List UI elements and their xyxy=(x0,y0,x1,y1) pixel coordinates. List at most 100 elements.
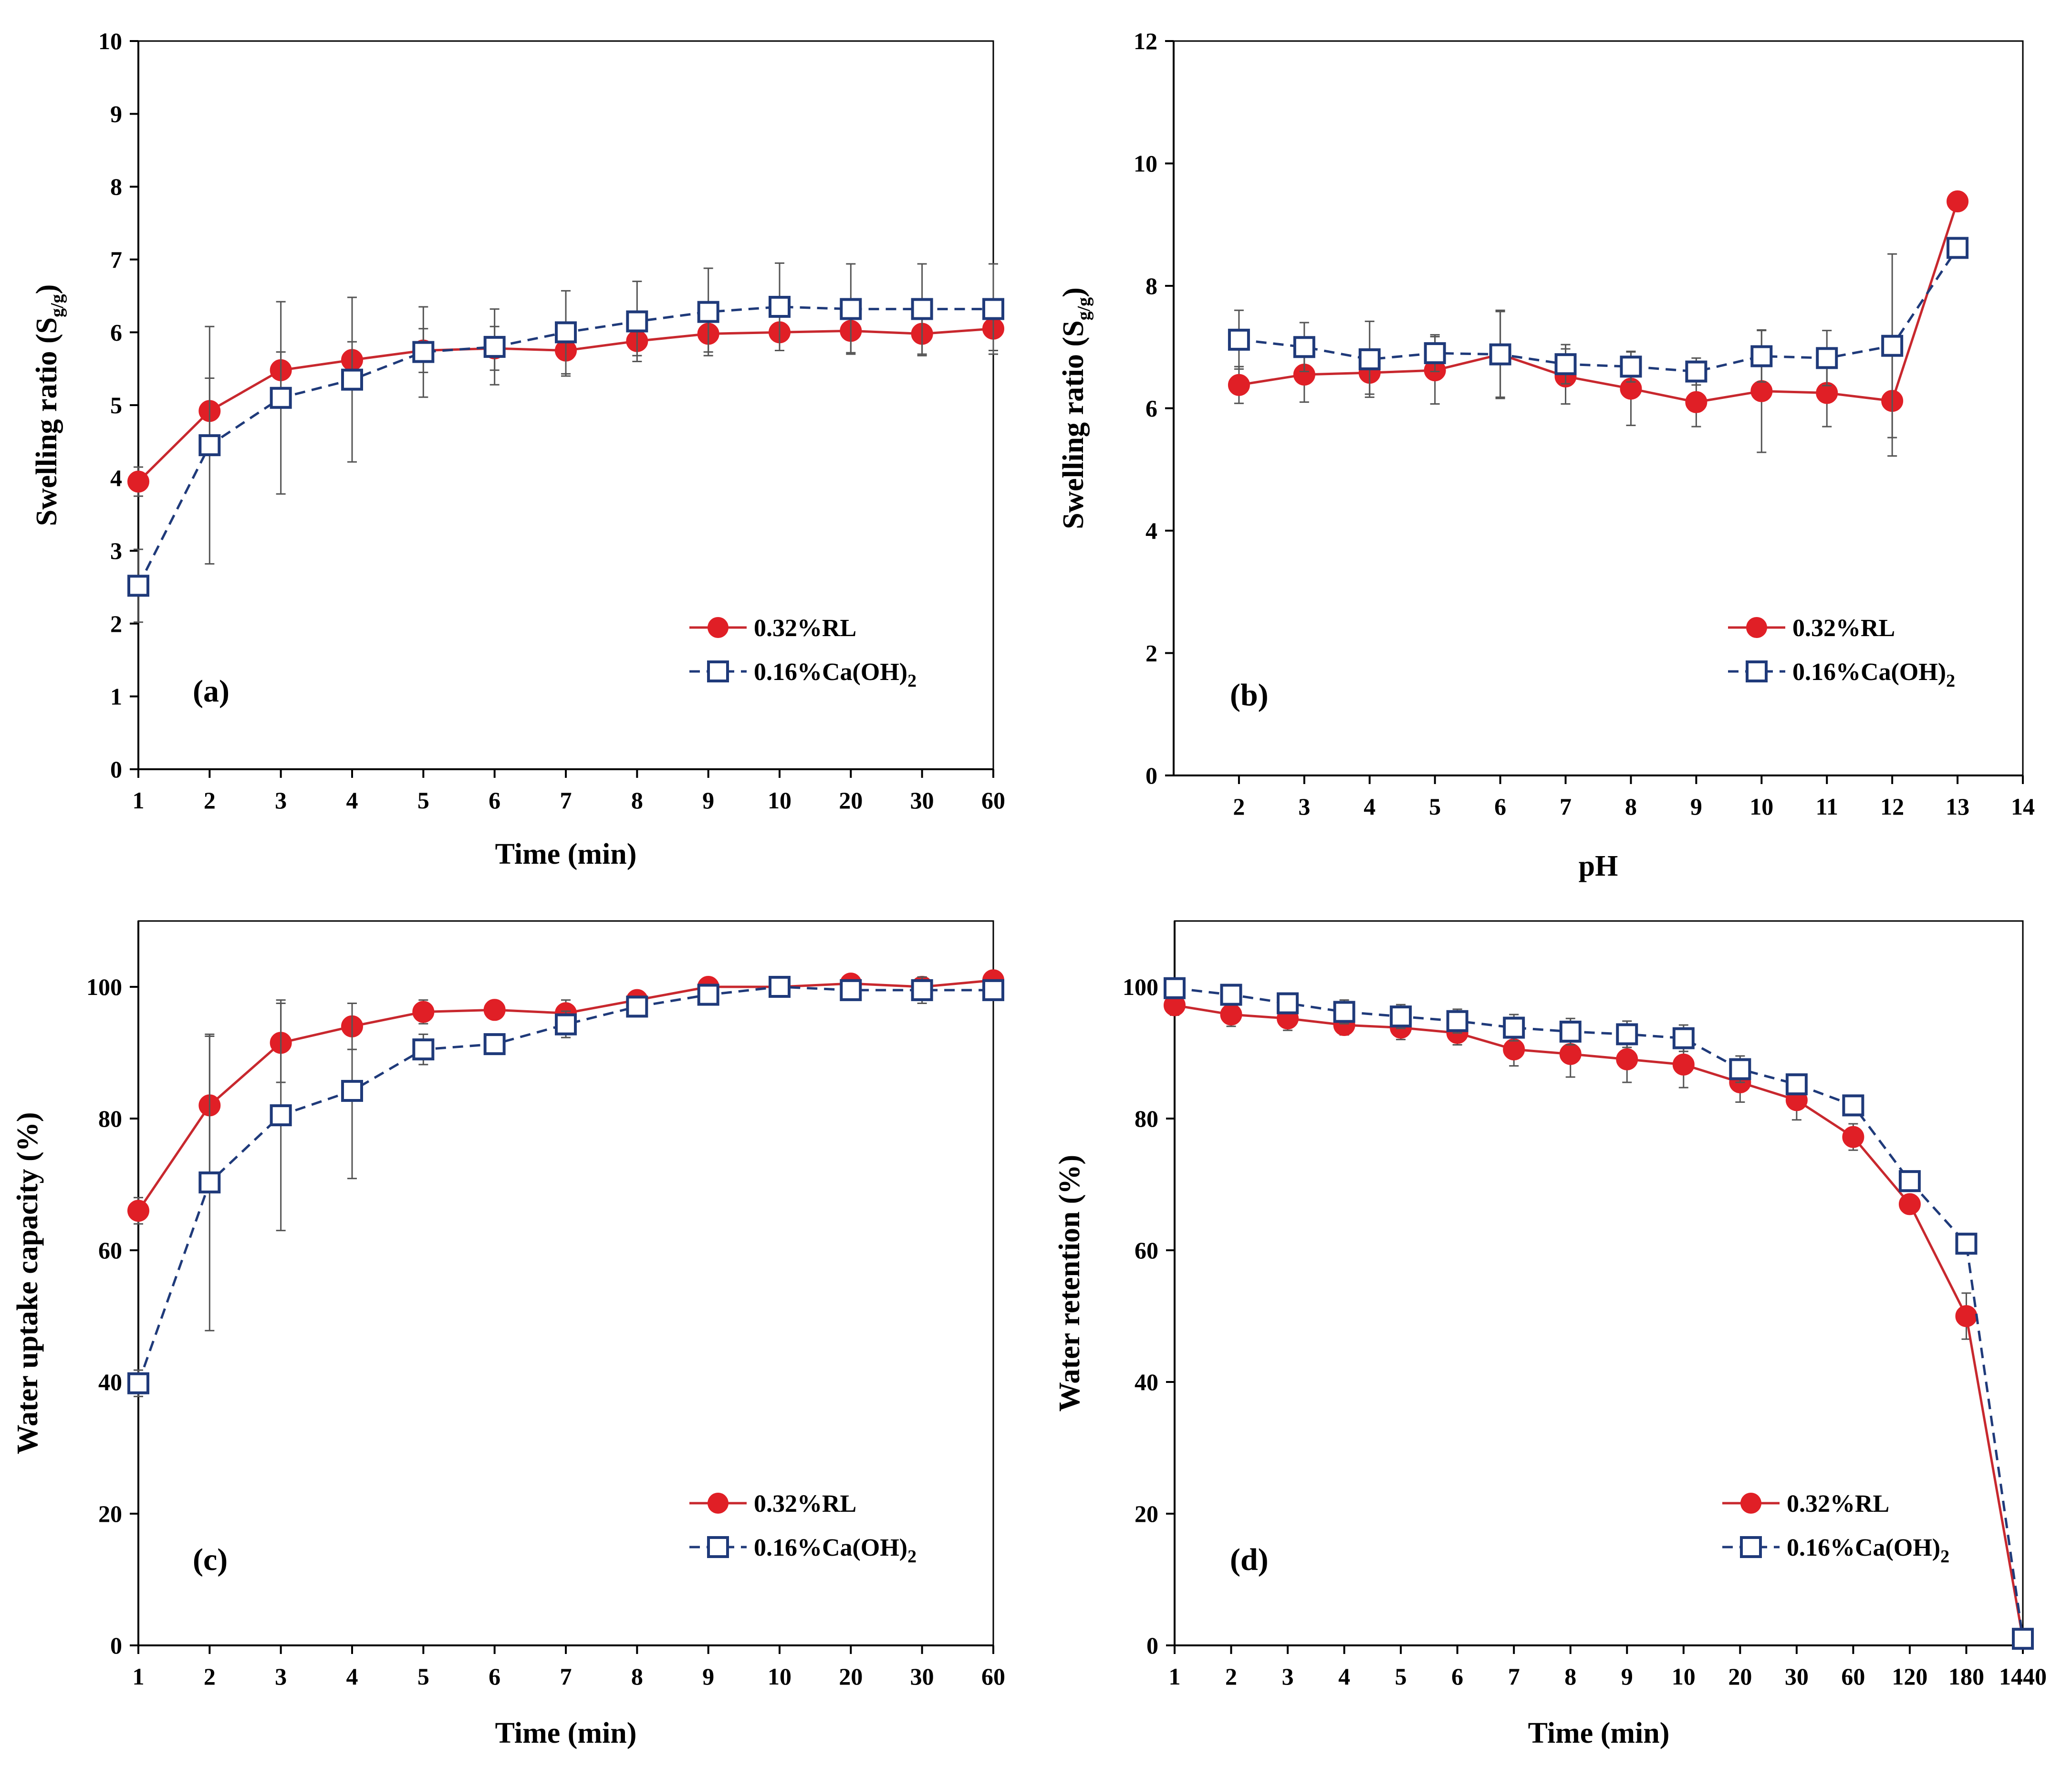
x-tick-label: 9 xyxy=(702,787,714,814)
rl-data-point xyxy=(1672,1053,1695,1076)
x-tick-label: 180 xyxy=(1948,1663,1984,1690)
ca-data-point xyxy=(911,979,933,1001)
ca-data-point xyxy=(1955,1233,1978,1255)
x-axis-title: Time (min) xyxy=(495,838,637,870)
x-tick-label: 13 xyxy=(1946,793,1969,820)
ca-data-point xyxy=(1616,1023,1638,1046)
ca-data-point xyxy=(341,368,363,391)
rl-data-point xyxy=(1842,1126,1864,1148)
x-tick-label: 120 xyxy=(1892,1663,1927,1690)
ca-data-point xyxy=(198,434,221,456)
legend-rl-marker xyxy=(708,617,729,638)
ca-data-point xyxy=(1554,353,1577,376)
legend-rl-label-main: 0.32%RL xyxy=(1792,615,1895,642)
y-tick-label: 7 xyxy=(110,246,122,273)
x-tick-label: 4 xyxy=(1338,1663,1350,1690)
y-tick-label: 60 xyxy=(98,1237,122,1264)
x-tick-label: 1 xyxy=(133,1663,145,1690)
x-tick-label: 14 xyxy=(2011,793,2035,820)
legend-ca-marker xyxy=(707,1536,729,1558)
y-axis-title-subscript: g/g xyxy=(47,294,67,317)
y-tick-label: 6 xyxy=(1145,395,1157,422)
y-tick-label: 20 xyxy=(98,1500,122,1527)
x-tick-label: 5 xyxy=(417,1663,429,1690)
y-tick-label: 1 xyxy=(110,683,122,710)
x-tick-label: 20 xyxy=(1728,1663,1752,1690)
panel-label: (a) xyxy=(193,674,229,709)
x-tick-label: 60 xyxy=(1841,1663,1865,1690)
ca-data-point xyxy=(982,298,1004,320)
x-tick-label: 30 xyxy=(1785,1663,1809,1690)
y-tick-label: 60 xyxy=(1135,1237,1158,1264)
x-tick-label: 3 xyxy=(1298,793,1310,820)
legend-ca-label-subscript: 2 xyxy=(1940,1547,1949,1567)
ca-data-point xyxy=(412,1038,435,1061)
x-tick-label: 7 xyxy=(560,787,572,814)
y-tick-label: 8 xyxy=(1145,272,1157,299)
ca-data-point xyxy=(1503,1016,1525,1039)
legend-ca-marker xyxy=(707,660,729,682)
ca-data-point xyxy=(626,310,648,333)
x-axis-title: Time (min) xyxy=(495,1717,637,1749)
y-tick-label: 80 xyxy=(1135,1105,1158,1132)
panel-label: (c) xyxy=(193,1542,228,1577)
rl-series-line xyxy=(1174,1004,2024,1639)
y-axis-title-main: Swelling ratio (S xyxy=(31,317,63,526)
ca-series-line xyxy=(137,985,993,1384)
x-tick-label: 4 xyxy=(1364,793,1375,820)
x-tick-label: 6 xyxy=(1494,793,1506,820)
x-tick-label: 8 xyxy=(631,1663,643,1690)
rl-data-point xyxy=(1559,1043,1582,1065)
rl-data-point xyxy=(1228,374,1250,396)
legend-ca-label-main: 0.16%Ca(OH) xyxy=(1787,1534,1940,1561)
ca-data-point xyxy=(341,1080,363,1102)
x-tick-label: 1 xyxy=(1169,1663,1181,1690)
legend-ca-label-subscript: 2 xyxy=(907,671,916,691)
x-tick-label: 5 xyxy=(417,787,429,814)
x-tick-label: 3 xyxy=(275,1663,287,1690)
legend-ca-label: 0.16%Ca(OH)2 xyxy=(1792,659,1955,691)
x-tick-label: 60 xyxy=(981,787,1005,814)
y-axis-title: Water retention (%) xyxy=(1053,1155,1086,1412)
ca-data-point xyxy=(1729,1058,1751,1080)
x-tick-label: 2 xyxy=(204,787,216,814)
ca-data-point xyxy=(483,1033,506,1056)
ca-data-point xyxy=(697,984,719,1006)
x-tick-label: 30 xyxy=(910,787,934,814)
legend-rl-label-main: 0.32%RL xyxy=(1787,1490,1889,1517)
x-tick-label: 6 xyxy=(1451,1663,1463,1690)
ca-data-point xyxy=(1685,360,1708,383)
panel-label: (b) xyxy=(1230,678,1269,712)
legend-rl-label: 0.32%RL xyxy=(754,1490,856,1517)
x-tick-label: 6 xyxy=(489,1663,500,1690)
rl-data-point xyxy=(1955,1305,1978,1327)
ca-data-point xyxy=(555,1013,577,1036)
y-tick-label: 3 xyxy=(110,537,122,564)
rl-data-point xyxy=(412,1001,435,1023)
ca-data-point xyxy=(769,976,791,998)
ca-data-point xyxy=(1842,1094,1864,1117)
ca-data-point xyxy=(127,575,149,597)
ca-data-point xyxy=(483,335,506,358)
rl-data-point xyxy=(127,1200,149,1222)
legend-rl-label: 0.32%RL xyxy=(1792,615,1895,642)
x-tick-label: 8 xyxy=(631,787,643,814)
ca-series-line xyxy=(1239,247,1959,373)
ca-data-point xyxy=(2012,1628,2034,1650)
ca-data-point xyxy=(1672,1027,1695,1049)
x-tick-label: 3 xyxy=(275,787,287,814)
rl-data-point xyxy=(1750,380,1773,402)
ca-data-point xyxy=(626,995,648,1018)
panel-c-water-uptake: 0 20 40 60 80 100 1 2 3 4 5 6 7 8 9 10 20 30 60 Time (min) W… xyxy=(11,920,1005,1749)
ca-data-point xyxy=(1164,977,1186,999)
x-tick-label: 20 xyxy=(839,787,863,814)
x-tick-label: 4 xyxy=(346,1663,358,1690)
ca-data-point xyxy=(1559,1020,1582,1043)
y-axis-title-main: Water retention (%) xyxy=(1053,1155,1086,1412)
ca-data-point xyxy=(1489,343,1511,366)
x-tick-label: 30 xyxy=(910,1663,934,1690)
ca-data-point xyxy=(198,1171,221,1193)
legend-rl-label-main: 0.32%RL xyxy=(754,1490,856,1517)
x-tick-label: 2 xyxy=(1225,1663,1237,1690)
